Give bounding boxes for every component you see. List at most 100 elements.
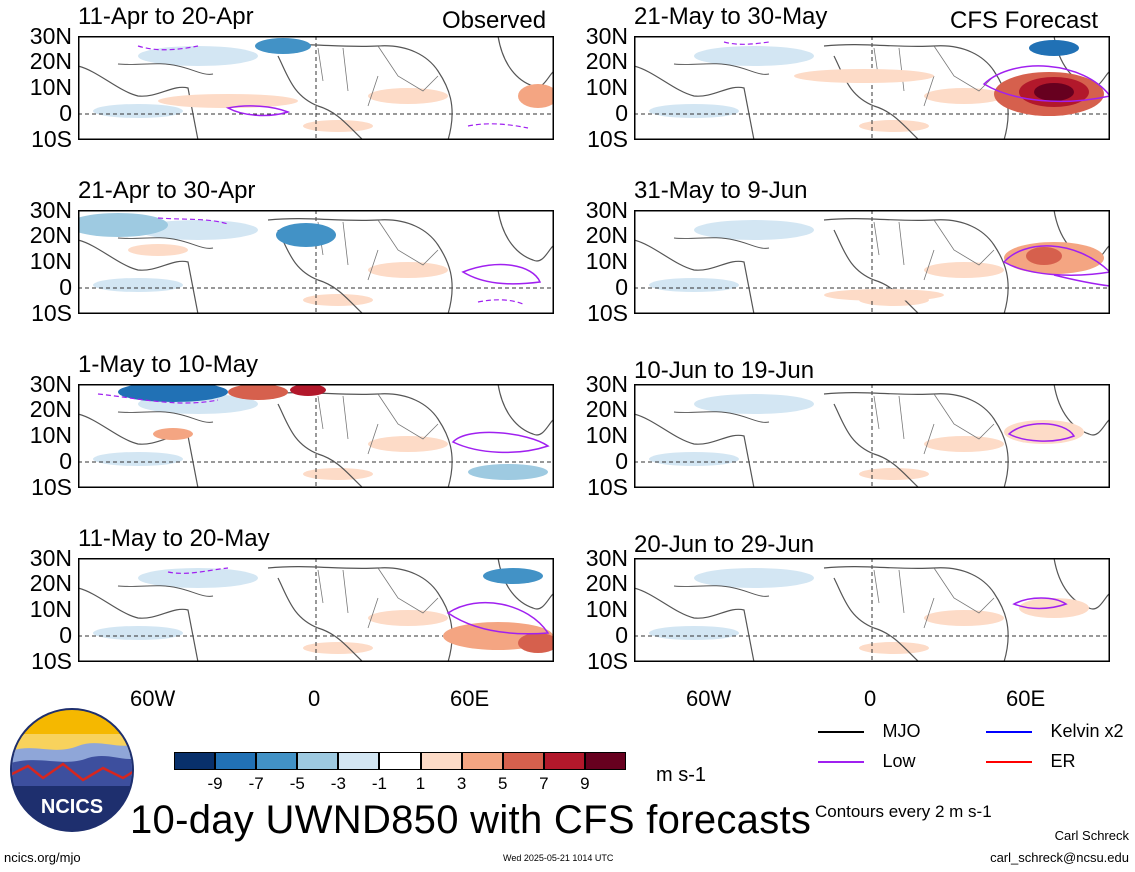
lon-label-60e-fcst: 60E [1006,686,1046,711]
fcst-map-panel-1 [634,36,1110,140]
legend-kelvin-swatch [986,730,1032,733]
colorbar-swatch [174,752,216,770]
legend-kelvin: Kelvin x2 [986,721,1124,742]
main-title: 10-day UWND850 with CFS forecasts [130,798,812,842]
fcst-map-panel-2 [634,210,1110,314]
fcst-panel-3-title: 10-Jun to 19-Jun [634,357,815,384]
lat-label: 10N [29,248,72,274]
lon-label-60w-fcst: 60W [686,686,732,711]
footer-email: carl_schreck@ncsu.edu [990,850,1129,865]
legend-mjo-label: MJO [882,721,921,741]
colorbar-tick: 3 [456,774,467,793]
colorbar-tick: 7 [539,774,549,793]
lon-label-0-fcst: 0 [864,686,877,711]
lat-label: 0 [59,274,72,300]
lat-label: 10S [31,126,72,152]
lat-label: 30N [585,371,628,397]
colorbar-swatch [215,752,257,770]
footer-timestamp: Wed 2025-05-21 1014 UTC [503,853,614,863]
lat-label: 30N [585,545,628,571]
obs-map-panel-1 [78,36,554,140]
colorbar-tick: -3 [330,774,346,793]
colorbar-swatch [420,752,462,770]
lat-label: 30N [585,23,628,49]
legend-mjo: MJO [818,721,920,742]
lat-label: 10S [31,474,72,500]
legend-mjo-swatch [818,730,864,733]
obs-map-panel-2 [78,210,554,314]
colorbar-tick: -5 [289,774,305,793]
colorbar-swatch [543,752,585,770]
lat-label: 10N [585,422,628,448]
obs-panel-1-title: 11-Apr to 20-Apr [78,3,254,30]
lat-label: 20N [29,222,72,248]
ncics-logo: NCICS [10,708,134,832]
lat-label: 0 [59,100,72,126]
obs-map-panel-4 [78,558,554,662]
colorbar-tick: 9 [580,774,590,793]
lat-label: 0 [615,622,628,648]
legend-er: ER [986,751,1075,772]
lat-label: 20N [29,48,72,74]
legend-low: Low [818,751,915,772]
lat-label: 10N [29,422,72,448]
obs-panel-2-title: 21-Apr to 30-Apr [78,177,256,204]
lon-label-0-obs: 0 [308,686,321,711]
colorbar-swatch [256,752,298,770]
lon-label-60e-obs: 60E [450,686,490,711]
lat-label: 10S [587,126,628,152]
colorbar-tick: -1 [371,774,388,793]
lat-label: 20N [585,222,628,248]
legend-er-swatch [986,760,1032,763]
lat-label: 0 [59,622,72,648]
colorbar-swatch [379,752,421,770]
lat-label: 10S [31,648,72,674]
lat-label: 0 [59,448,72,474]
lat-label: 20N [585,396,628,422]
lat-label: 10N [29,74,72,100]
colorbar-swatch [584,752,626,770]
legend-low-swatch [818,760,864,763]
colorbar-swatch [461,752,503,770]
lat-label: 0 [615,448,628,474]
legend-low-label: Low [882,751,916,771]
legend-kelvin-label: Kelvin x2 [1050,721,1124,741]
colorbar-tick: 5 [497,774,508,793]
lat-label: 10N [585,596,628,622]
logo-text: NCICS [41,796,103,818]
footer-url: ncics.org/mjo [4,850,81,865]
lat-label: 20N [29,396,72,422]
colorbar-tick: -9 [207,774,223,793]
legend-er-label: ER [1050,751,1076,771]
lat-label: 0 [615,274,628,300]
fcst-panel-4-title: 20-Jun to 29-Jun [634,531,815,558]
lat-label: 10S [587,300,628,326]
lon-label-60w-obs: 60W [130,686,176,711]
colorbar-swatch [338,752,380,770]
lat-label: 30N [29,371,72,397]
fcst-map-panel-4 [634,558,1110,662]
lat-label: 20N [29,570,72,596]
colorbar-unit: m s-1 [656,764,706,786]
colorbar-tick: -7 [248,774,264,793]
fcst-map-panel-3 [634,384,1110,488]
colorbar-tick: 1 [415,774,426,793]
lat-label: 20N [585,48,628,74]
colorbar-swatch [297,752,339,770]
forecast-column-label: CFS Forecast [950,7,1099,34]
lat-label: 10S [587,648,628,674]
obs-panel-3-title: 1-May to 10-May [78,351,259,378]
colorbar-swatch [502,752,544,770]
lat-label: 0 [615,100,628,126]
lat-label: 30N [585,197,628,223]
observed-column-label: Observed [442,7,547,34]
lat-label: 10N [585,248,628,274]
lat-label: 30N [29,197,72,223]
lat-label: 10S [31,300,72,326]
lat-label: 30N [29,23,72,49]
lat-label: 10S [587,474,628,500]
obs-panel-4-title: 11-May to 20-May [78,525,270,552]
lat-label: 30N [29,545,72,571]
fcst-panel-1-title: 21-May to 30-May [634,3,828,30]
footer-author: Carl Schreck [1054,828,1129,843]
